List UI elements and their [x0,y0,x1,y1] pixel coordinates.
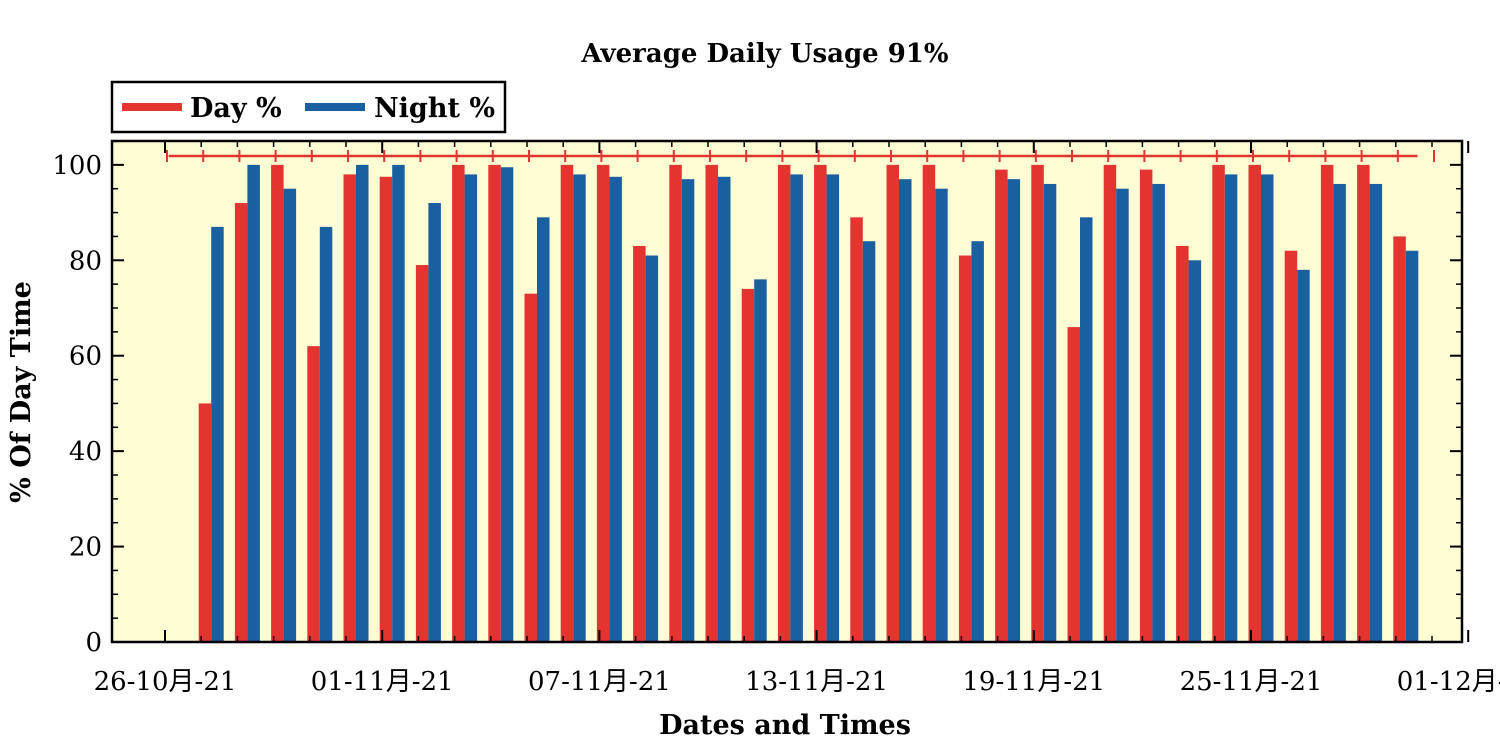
day-bar [234,203,248,642]
night-bar [1224,174,1238,642]
night-bar [718,176,731,643]
night-bar [1405,250,1419,642]
day-bar [488,164,501,642]
day-bar [886,164,899,642]
day-bar [1284,250,1298,642]
night-bar [1297,269,1310,642]
day-bar [995,169,1008,642]
night-bar [1116,188,1129,642]
day-bar [596,164,610,642]
night-bar [211,226,224,642]
day-bar [741,288,755,642]
night-bar [319,226,333,642]
axes: 0 20 40 60 80 100 26-10月-21 01-11月-21 07-11月-21 1… [52,139,1500,697]
day-bar [1320,164,1334,642]
night-bar [1369,183,1383,642]
x-tick-label: 01-11月-21 [311,667,454,697]
y-tick-label: 20 [69,533,102,563]
day-bar [343,174,356,642]
day-bar [415,265,429,642]
day-bar [1139,169,1153,642]
night-bar [790,174,803,642]
day-bar [452,164,465,642]
y-tick-label: 60 [69,342,102,372]
night-bar [645,255,659,642]
night-bar [935,188,948,642]
day-bar [669,164,682,642]
day-bar [633,245,646,642]
day-bar [922,164,936,642]
night-bar [862,241,876,642]
night-bar [500,167,514,642]
day-bar [524,293,537,642]
x-tick-label: 25-11月-21 [1180,667,1323,697]
night-bar [1152,183,1165,642]
x-tick-label: 07-11月-21 [528,667,671,697]
day-bar [705,164,718,642]
night-bar [283,188,297,642]
night-bar [1188,260,1202,642]
night-bar [899,179,912,642]
day-bar [1176,245,1189,642]
night-bar [754,279,767,642]
night-bar [1007,179,1021,642]
day-bar [1357,164,1370,642]
day-bar [1393,236,1406,642]
x-tick-label: 01-12月-21 [1397,667,1500,697]
day-bar [560,164,574,642]
x-tick-label: 13-11月-21 [745,667,888,697]
night-bar [392,164,405,642]
night-bar [573,174,586,642]
day-bar [1248,164,1261,642]
night-bar [609,176,622,643]
legend-night-label: Night % [374,93,495,124]
night-bar [247,164,260,642]
night-bar [1333,183,1346,642]
y-tick-label: 0 [85,628,102,658]
day-bar [850,217,863,643]
chart-title: Average Daily Usage 91% [580,39,949,69]
day-bar [307,346,320,642]
day-bar [271,164,284,642]
day-bar [958,255,972,642]
plot-frame [110,139,1464,644]
day-bar [1067,327,1080,642]
x-tick-label: 19-11月-21 [962,667,1105,697]
y-tick-label: 100 [52,151,102,181]
night-bar [1261,174,1274,642]
night-bar [1043,183,1057,642]
legend: Day % Night % [110,80,507,134]
y-tick-label: 40 [69,437,102,467]
day-bar [1103,164,1117,642]
night-bar [464,174,478,642]
x-tick-label: 26-10月-21 [94,667,237,697]
day-bar [814,164,827,642]
bars [198,164,1419,643]
night-bar [428,203,441,642]
night-bar [356,164,369,642]
day-bar [1031,164,1044,642]
night-bar [826,174,840,642]
night-bar [537,217,550,643]
x-axis-label: Dates and Times [659,710,911,739]
legend-day-label: Day % [190,93,282,124]
night-bar [1080,217,1093,643]
y-axis-label: % Of Day Time [6,281,37,503]
night-bar [971,241,984,642]
day-bar [379,176,393,643]
day-bar [1212,164,1225,642]
y-tick-label: 80 [69,246,102,276]
day-bar [777,164,791,642]
night-bar [681,179,695,642]
day-bar [198,403,212,642]
